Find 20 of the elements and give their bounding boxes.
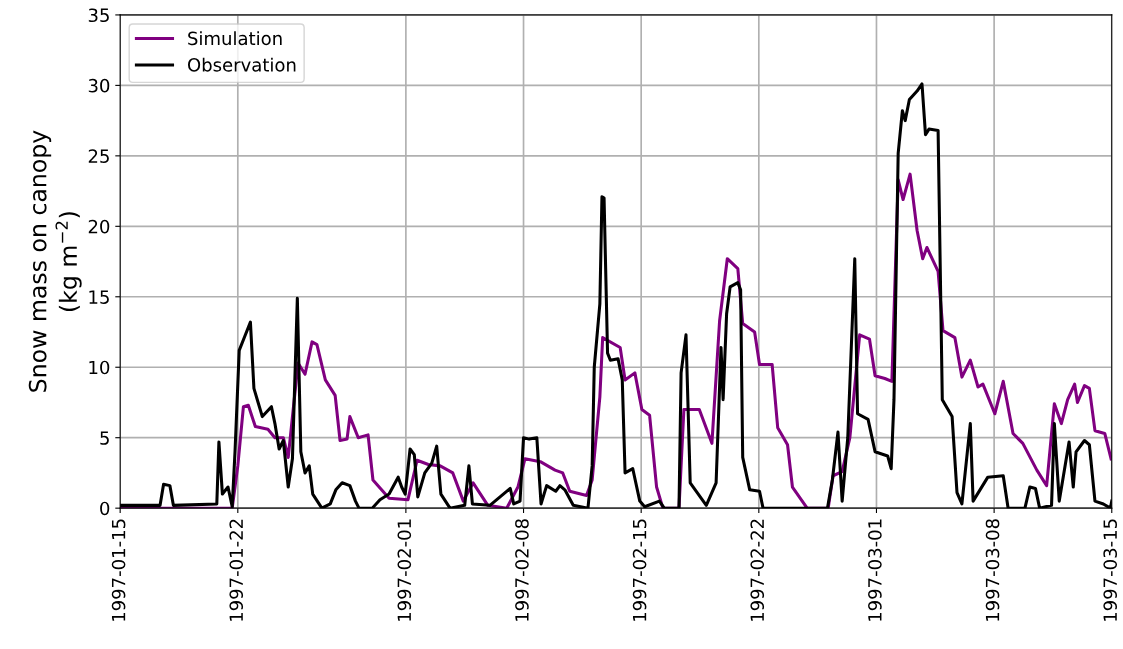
x-tick-label: 1997-01-22	[229, 519, 244, 621]
x-tick-label: 1997-03-08	[985, 519, 1000, 621]
y-tick-label: 0	[100, 501, 110, 516]
legend-label: Observation	[187, 57, 296, 72]
x-tick-label: 1997-02-08	[515, 519, 529, 621]
legend-label: Simulation	[188, 31, 282, 46]
x-tick-label: 1997-03-15	[1103, 519, 1118, 621]
y-tick-label: 25	[88, 149, 109, 163]
x-tick-label: 1997-01-15	[111, 519, 126, 621]
x-tick-label: 1997-03-01	[868, 519, 882, 621]
y-axis-title: Snow mass on canopy (kg m$^{−2}$)	[28, 130, 82, 392]
x-tick-label: 1997-02-22	[750, 519, 765, 621]
y-tick-label: 20	[88, 219, 110, 234]
x-tick-label: 1997-02-15	[632, 519, 647, 621]
y-tick-label: 15	[89, 290, 109, 304]
x-tick-label: 1997-02-01	[397, 519, 412, 621]
y-tick-label: 30	[88, 78, 110, 93]
y-tick-label: 10	[89, 360, 110, 375]
y-tick-label: 35	[88, 8, 109, 23]
y-tick-label: 5	[100, 431, 109, 445]
